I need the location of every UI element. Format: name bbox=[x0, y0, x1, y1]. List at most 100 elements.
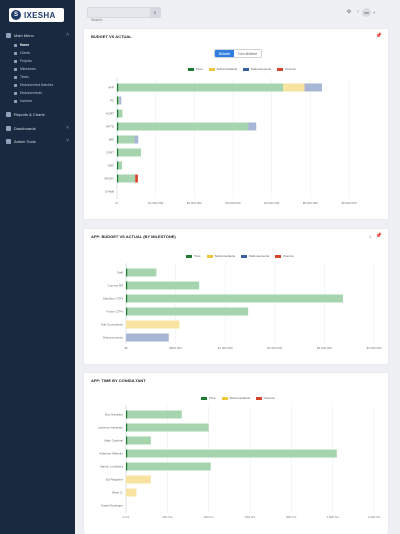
bar-time[interactable] bbox=[126, 423, 209, 432]
legend-item-disbursements[interactable]: Disbursements bbox=[241, 254, 269, 258]
legend-item-overrun[interactable]: Overrun bbox=[256, 396, 275, 400]
bar-time[interactable] bbox=[126, 462, 211, 471]
toggle-non-billable[interactable]: Non-Billable bbox=[234, 50, 262, 57]
legend-item-subconsultants[interactable]: Subconsultants bbox=[221, 396, 251, 400]
legend-swatch bbox=[186, 254, 192, 258]
legend-item-overrun[interactable]: Overrun bbox=[275, 254, 294, 258]
bar-time[interactable] bbox=[126, 410, 182, 419]
sidebar-item-home[interactable]: Home bbox=[14, 43, 29, 47]
x-tick-label: $4,000,000 bbox=[264, 201, 279, 205]
bar-disbursements[interactable] bbox=[126, 333, 169, 342]
bar-time[interactable] bbox=[117, 174, 136, 183]
pin-icon[interactable]: 📌 bbox=[375, 33, 382, 39]
card-title: AFP: BUDGET VS ACTUAL (BY MILESTONE) bbox=[91, 234, 176, 239]
gear-icon[interactable]: ⚙ bbox=[346, 9, 352, 15]
bar-marker bbox=[126, 294, 128, 303]
bar-time[interactable] bbox=[126, 307, 249, 316]
sidebar-item-disbursement-batches[interactable]: Disbursement Batches bbox=[14, 83, 53, 87]
bar-marker bbox=[126, 268, 128, 277]
sidebar-item-milestones[interactable]: Milestones bbox=[14, 67, 36, 71]
x-tick-label: $500,000 bbox=[169, 346, 182, 350]
pin-icon[interactable]: 📌 bbox=[375, 233, 382, 239]
x-tick-label: 1,200 hrs bbox=[368, 515, 381, 519]
sidebar-item-projects[interactable]: Projects bbox=[14, 59, 32, 63]
legend-swatch bbox=[208, 67, 215, 71]
bar-time[interactable] bbox=[126, 449, 337, 458]
legend-swatch bbox=[277, 67, 284, 71]
legend-item-time[interactable]: Time bbox=[188, 67, 203, 71]
y-tick-label: Disbursements bbox=[103, 336, 124, 340]
sidebar-section-main-menu[interactable]: Main Menu ˄ bbox=[6, 32, 69, 38]
app-logo[interactable]: S IXESHA bbox=[9, 8, 64, 22]
clock-icon bbox=[14, 75, 17, 79]
billable-toggle: Billable Non-Billable bbox=[214, 49, 263, 58]
milestones-icon bbox=[14, 67, 17, 71]
bar-disbursements[interactable] bbox=[134, 135, 139, 144]
sidebar-section-reports[interactable]: Reports & Charts bbox=[6, 112, 69, 117]
y-tick-label: Daniel Ecstinger bbox=[101, 504, 123, 508]
chart-legend: Time Subconsultants Disbursements Overru… bbox=[188, 67, 302, 71]
bar-disbursements[interactable] bbox=[304, 83, 322, 92]
bar-disbursements[interactable] bbox=[119, 96, 122, 105]
bar-subconsultants[interactable] bbox=[126, 320, 180, 329]
sidebar-section-admin-tools[interactable]: Admin Tools ˅ bbox=[6, 138, 69, 144]
sidebar-item-disbursements[interactable]: Disbursements bbox=[14, 91, 42, 95]
bar-subconsultants[interactable] bbox=[283, 83, 305, 92]
bar-time[interactable] bbox=[126, 294, 343, 303]
chevron-down-icon[interactable]: ˅ bbox=[373, 10, 376, 15]
legend-item-time[interactable]: Time bbox=[201, 396, 216, 400]
legend-swatch bbox=[188, 67, 194, 71]
legend-item-subconsultants[interactable]: Subconsultants bbox=[208, 67, 237, 71]
y-tick-label: D-Wall bbox=[105, 190, 114, 194]
bar-disbursements[interactable] bbox=[248, 122, 257, 131]
y-tick-label: Aldebran Withelm bbox=[99, 452, 123, 456]
bar-time[interactable] bbox=[117, 148, 141, 157]
card-afp-time-by-consultant: AFP: TIME BY CONSULTANT Time Subconsulta… bbox=[84, 373, 388, 534]
legend-item-disbursements[interactable]: Disbursements bbox=[243, 67, 271, 71]
legend-swatch bbox=[241, 254, 248, 258]
logo-icon: S bbox=[11, 10, 21, 20]
consultant-time-chart: 0 hrs 200 hrs 400 hrs 600 hrs 800 hrs 1,000 h… bbox=[98, 405, 381, 519]
bar-time[interactable] bbox=[117, 109, 123, 118]
y-tick-label: Sub-Consultants bbox=[101, 323, 124, 327]
sidebar-item-invoices[interactable]: Invoices bbox=[14, 99, 32, 103]
y-tick-label: Ed Ridgeline bbox=[106, 478, 123, 482]
bar-time[interactable] bbox=[117, 161, 123, 170]
bar-subconsultants[interactable] bbox=[126, 475, 151, 484]
legend-item-overrun[interactable]: Overrun bbox=[277, 67, 296, 71]
avatar[interactable]: SW bbox=[362, 8, 371, 17]
sidebar-item-clients[interactable]: Clients bbox=[14, 51, 30, 55]
sidebar-item-label: Times bbox=[20, 75, 29, 79]
legend-label: Overrun bbox=[283, 254, 294, 258]
bar-time[interactable] bbox=[117, 122, 249, 131]
home-icon bbox=[6, 32, 11, 38]
bar-time[interactable] bbox=[117, 135, 135, 144]
y-tick-label: AFP bbox=[108, 86, 114, 90]
sidebar-section-label: Reports & Charts bbox=[14, 112, 45, 117]
bar-time[interactable] bbox=[126, 436, 151, 445]
sidebar-item-label: Projects bbox=[20, 59, 32, 63]
legend-swatch bbox=[201, 396, 207, 400]
search-input[interactable] bbox=[88, 15, 148, 25]
legend-label: Subconsultants bbox=[229, 396, 251, 400]
download-icon[interactable]: ⤓ bbox=[369, 233, 371, 238]
sidebar-section-dashboards[interactable]: Dashboards ˅ bbox=[6, 125, 69, 131]
x-tick-label: $1,000,000 bbox=[218, 346, 233, 350]
search-icon[interactable]: ⌕ bbox=[150, 8, 160, 17]
bar-time[interactable] bbox=[126, 281, 200, 290]
y-tick-label: Comms RP bbox=[108, 284, 123, 288]
legend-item-time[interactable]: Time bbox=[186, 254, 201, 258]
bar-marker bbox=[117, 174, 119, 183]
bar-time[interactable] bbox=[126, 268, 157, 277]
chevron-up-icon: ˄ bbox=[66, 32, 69, 38]
chevron-down-icon: ˅ bbox=[66, 138, 69, 144]
bar-time[interactable] bbox=[117, 83, 284, 92]
bar-subconsultants[interactable] bbox=[126, 488, 137, 497]
apps-icon[interactable]: ⁝ bbox=[357, 9, 359, 15]
legend-item-subconsultants[interactable]: Subconsultants bbox=[206, 254, 235, 258]
sidebar-item-times[interactable]: Times bbox=[14, 75, 29, 79]
bar-overrun[interactable] bbox=[135, 174, 138, 183]
legend-swatch bbox=[275, 254, 282, 258]
legend-swatch bbox=[243, 67, 250, 71]
toggle-billable[interactable]: Billable bbox=[215, 50, 235, 57]
